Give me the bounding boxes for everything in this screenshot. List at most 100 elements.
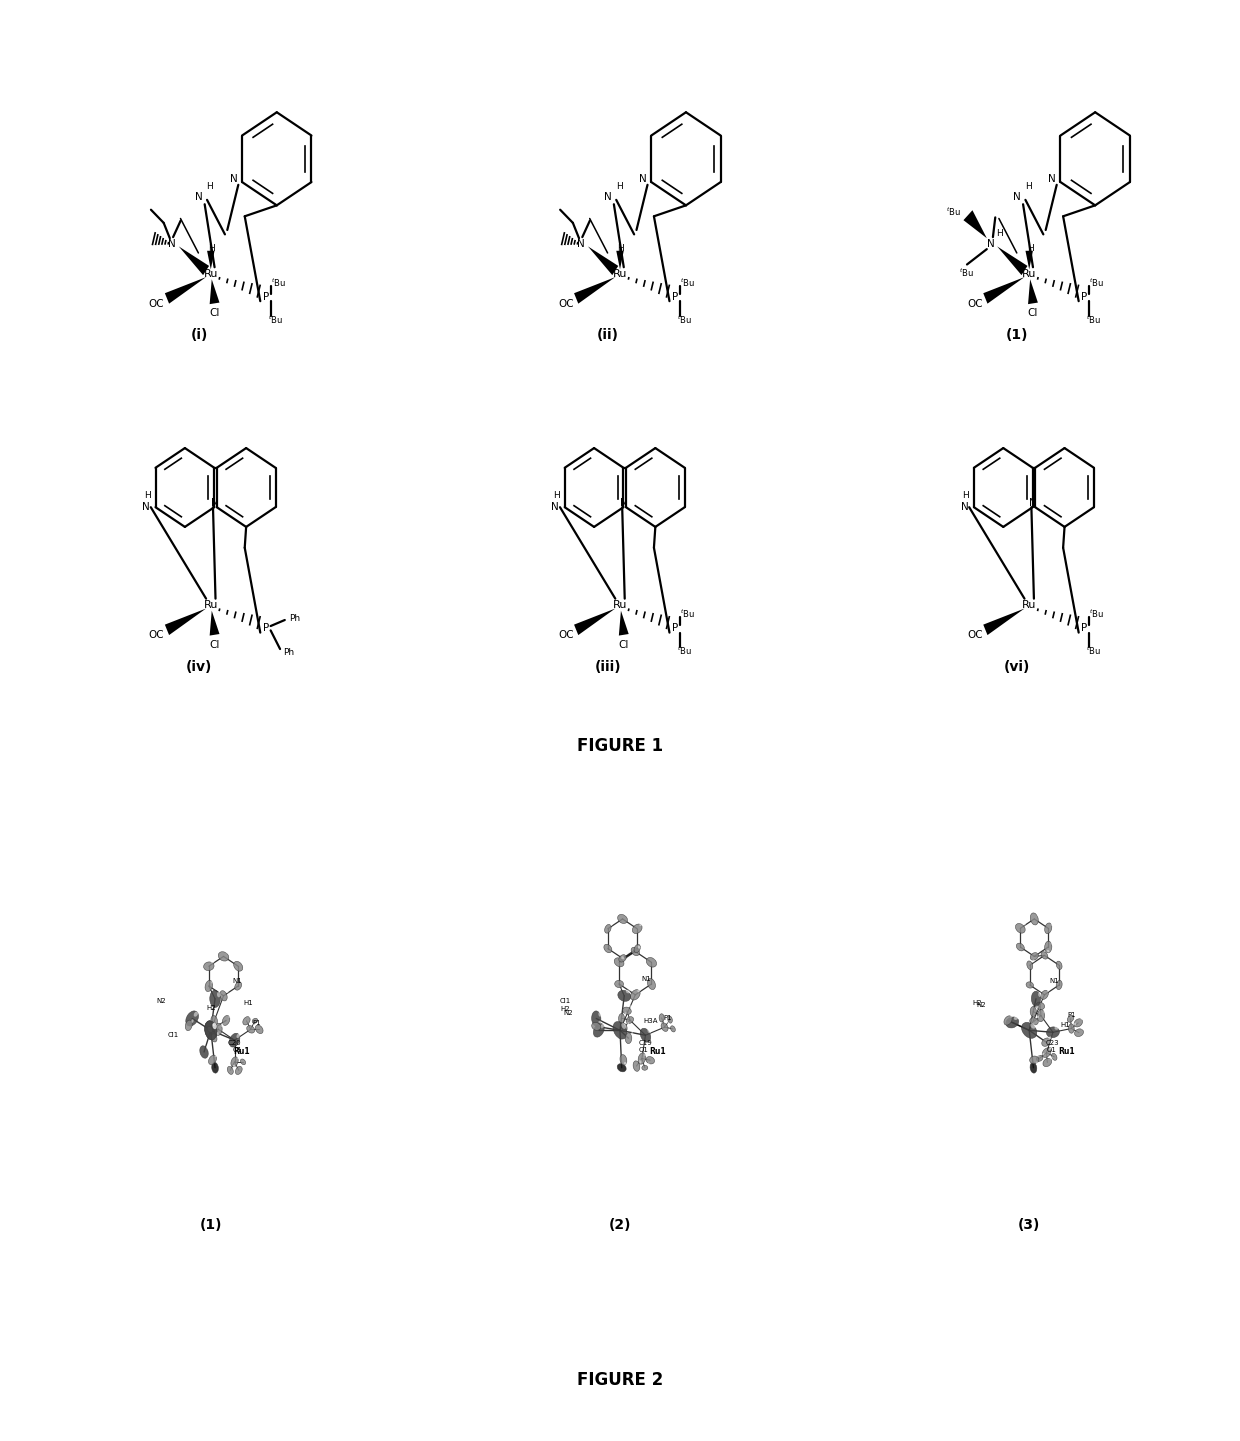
- Ellipse shape: [228, 1014, 231, 1017]
- Ellipse shape: [203, 963, 215, 971]
- Ellipse shape: [193, 1012, 198, 1017]
- Text: Cl: Cl: [1028, 308, 1038, 318]
- Text: OC: OC: [967, 298, 983, 308]
- Ellipse shape: [1037, 951, 1039, 954]
- Text: $^t$Bu: $^t$Bu: [677, 646, 692, 657]
- Ellipse shape: [622, 1007, 631, 1014]
- Ellipse shape: [211, 1016, 217, 1026]
- Text: H: H: [144, 490, 150, 500]
- Ellipse shape: [652, 1055, 656, 1058]
- Ellipse shape: [1047, 1027, 1059, 1038]
- Polygon shape: [574, 608, 615, 635]
- Ellipse shape: [1037, 1055, 1043, 1062]
- Ellipse shape: [226, 990, 228, 993]
- Ellipse shape: [621, 1023, 627, 1032]
- Text: OC: OC: [149, 298, 165, 308]
- Ellipse shape: [626, 1053, 629, 1058]
- Text: N: N: [169, 239, 176, 249]
- Text: (vi): (vi): [1004, 660, 1030, 673]
- Ellipse shape: [1027, 961, 1033, 970]
- Ellipse shape: [625, 953, 627, 955]
- Text: H3A: H3A: [644, 1017, 658, 1025]
- Ellipse shape: [1043, 1053, 1044, 1055]
- Ellipse shape: [626, 1017, 634, 1023]
- Ellipse shape: [1035, 1006, 1038, 1009]
- Text: (ii): (ii): [598, 329, 619, 342]
- Ellipse shape: [1029, 1017, 1038, 1025]
- Ellipse shape: [234, 981, 242, 990]
- Ellipse shape: [242, 1065, 243, 1068]
- Ellipse shape: [1030, 1006, 1037, 1016]
- Ellipse shape: [1047, 989, 1049, 991]
- Ellipse shape: [241, 980, 243, 983]
- Ellipse shape: [1047, 950, 1049, 953]
- Ellipse shape: [1042, 1048, 1052, 1058]
- Ellipse shape: [241, 1059, 246, 1065]
- Text: Cl1: Cl1: [167, 1032, 179, 1038]
- Ellipse shape: [647, 978, 656, 990]
- Ellipse shape: [233, 1065, 236, 1068]
- Text: N: N: [1029, 497, 1037, 507]
- Ellipse shape: [211, 1033, 217, 1042]
- Ellipse shape: [646, 957, 656, 967]
- Ellipse shape: [237, 1033, 241, 1038]
- Text: OC: OC: [967, 630, 983, 640]
- Ellipse shape: [1044, 941, 1052, 953]
- Text: (1): (1): [200, 1218, 222, 1232]
- Ellipse shape: [249, 1014, 252, 1017]
- Ellipse shape: [217, 991, 221, 997]
- Text: N2: N2: [563, 1010, 573, 1016]
- Text: OC: OC: [558, 630, 574, 640]
- Ellipse shape: [1032, 980, 1034, 981]
- Text: H: H: [553, 490, 559, 500]
- Text: H: H: [962, 490, 968, 500]
- Ellipse shape: [217, 1014, 219, 1019]
- Ellipse shape: [1030, 1023, 1035, 1029]
- Ellipse shape: [591, 1023, 601, 1030]
- Ellipse shape: [665, 1012, 666, 1014]
- Ellipse shape: [1037, 912, 1039, 916]
- Polygon shape: [210, 280, 219, 304]
- Ellipse shape: [233, 961, 243, 971]
- Polygon shape: [997, 246, 1028, 275]
- Polygon shape: [616, 251, 624, 269]
- Ellipse shape: [212, 1062, 218, 1074]
- Text: Ru: Ru: [1022, 601, 1037, 610]
- Text: H: H: [207, 182, 213, 192]
- Ellipse shape: [642, 1065, 647, 1071]
- Ellipse shape: [613, 1022, 627, 1039]
- Text: Cl: Cl: [210, 308, 219, 318]
- Ellipse shape: [1023, 922, 1025, 925]
- Polygon shape: [619, 611, 629, 635]
- Ellipse shape: [186, 1012, 198, 1026]
- Text: $^t$Bu: $^t$Bu: [1086, 646, 1101, 657]
- Ellipse shape: [630, 990, 640, 1000]
- Text: H: H: [616, 182, 622, 192]
- Text: N: N: [143, 503, 150, 512]
- Text: Ru1: Ru1: [1058, 1048, 1075, 1056]
- Ellipse shape: [1030, 914, 1038, 925]
- Ellipse shape: [1037, 1016, 1039, 1019]
- Ellipse shape: [610, 942, 613, 945]
- Text: N1: N1: [1050, 978, 1059, 984]
- Ellipse shape: [676, 1023, 677, 1026]
- Ellipse shape: [632, 924, 642, 934]
- Text: P: P: [1081, 623, 1087, 633]
- Ellipse shape: [227, 1066, 233, 1075]
- Text: $^t$Bu: $^t$Bu: [677, 314, 692, 326]
- Ellipse shape: [1052, 1053, 1056, 1061]
- Ellipse shape: [618, 1063, 626, 1072]
- Text: (iv): (iv): [186, 660, 212, 673]
- Text: H2: H2: [206, 1004, 216, 1012]
- Ellipse shape: [210, 990, 221, 1007]
- Ellipse shape: [627, 1022, 629, 1025]
- Ellipse shape: [207, 1026, 213, 1032]
- Text: $^t$Bu: $^t$Bu: [268, 314, 283, 326]
- Ellipse shape: [1049, 1046, 1052, 1050]
- Ellipse shape: [1050, 941, 1053, 945]
- Ellipse shape: [645, 1052, 647, 1056]
- Ellipse shape: [253, 1023, 255, 1026]
- Text: Ru: Ru: [1022, 269, 1037, 278]
- Polygon shape: [983, 277, 1024, 304]
- Text: N: N: [1013, 192, 1021, 202]
